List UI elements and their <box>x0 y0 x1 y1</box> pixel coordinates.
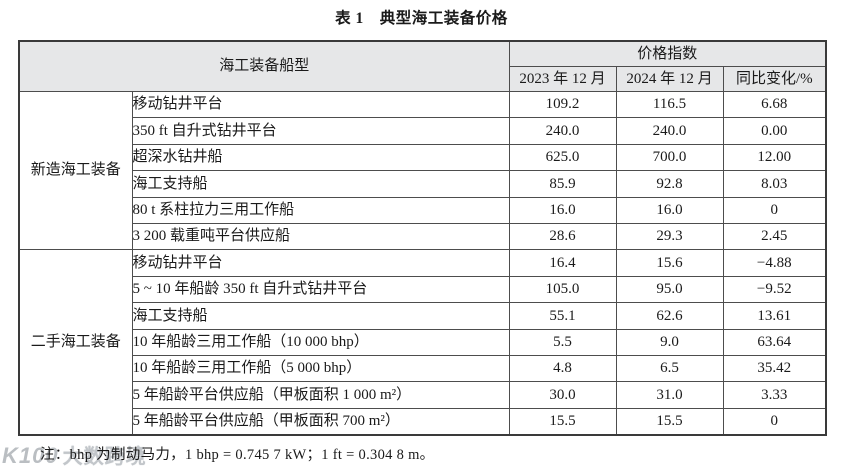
header-yoy-change: 同比变化/% <box>722 66 827 92</box>
ship-type-cell: 超深水钻井船 <box>131 143 510 172</box>
price-table: 海工装备船型 价格指数 2023 年 12 月 2024 年 12 月 同比变化… <box>18 40 828 437</box>
group-label: 新造海工装备 <box>18 90 133 251</box>
dec-2023-cell: 625.0 <box>508 143 617 172</box>
table-row: 超深水钻井船 625.0 700.0 12.00 <box>19 143 827 172</box>
yoy-change-cell: 2.45 <box>722 222 827 251</box>
dec-2023-cell: 15.5 <box>508 407 617 436</box>
table-row: 5 ~ 10 年船龄 350 ft 自升式钻井平台 105.0 95.0 −9.52 <box>19 275 827 304</box>
dec-2023-cell: 5.5 <box>508 328 617 356</box>
ship-type-cell: 350 ft 自升式钻井平台 <box>131 117 510 145</box>
dec-2023-cell: 105.0 <box>508 275 617 304</box>
yoy-change-cell: 6.68 <box>722 90 827 119</box>
dec-2023-cell: 30.0 <box>508 381 617 409</box>
yoy-change-cell: 0.00 <box>722 117 827 145</box>
dec-2023-cell: 55.1 <box>508 302 617 330</box>
dec-2023-cell: 16.4 <box>508 249 617 277</box>
dec-2023-cell: 4.8 <box>508 354 617 383</box>
table-row: 二手海工装备 移动钻井平台 16.4 15.6 −4.88 <box>18 249 827 436</box>
dec-2024-cell: 95.0 <box>615 275 724 304</box>
dec-2024-cell: 29.3 <box>615 222 724 251</box>
yoy-change-cell: 3.33 <box>722 381 827 409</box>
table-row: 5 年船龄平台供应船（甲板面积 1 000 m²） 30.0 31.0 3.33 <box>19 381 827 409</box>
dec-2024-cell: 31.0 <box>615 381 724 409</box>
table-note: 注：bhp 为制动马力，1 bhp = 0.745 7 kW；1 ft = 0.… <box>40 447 435 463</box>
yoy-change-cell: 13.61 <box>722 302 827 330</box>
dec-2024-cell: 15.6 <box>615 249 724 277</box>
ship-type-cell: 10 年船龄三用工作船（10 000 bhp） <box>131 328 510 356</box>
table-row: 350 ft 自升式钻井平台 240.0 240.0 0.00 <box>19 117 827 145</box>
table-body: 新造海工装备 移动钻井平台 109.2 116.5 6.68 350 ft 自升式钻井平台… <box>18 90 827 436</box>
dec-2024-cell: 15.5 <box>615 407 724 436</box>
dec-2023-cell: 85.9 <box>508 170 617 198</box>
ship-type-cell: 5 年船龄平台供应船（甲板面积 700 m²） <box>131 407 510 436</box>
table-row: 5 年船龄平台供应船（甲板面积 700 m²） 15.5 15.5 0 <box>19 407 827 436</box>
yoy-change-cell: −9.52 <box>722 275 827 304</box>
table-row: 10 年船龄三用工作船（5 000 bhp） 4.8 6.5 35.42 <box>19 354 827 383</box>
dec-2024-cell: 700.0 <box>615 143 724 172</box>
ship-type-cell: 80 t 系柱拉力三用工作船 <box>131 196 510 224</box>
ship-type-cell: 移动钻井平台 <box>131 249 510 277</box>
table-row: 海工支持船 85.9 92.8 8.03 <box>19 170 827 198</box>
group-label: 二手海工装备 <box>18 249 133 436</box>
table-header: 海工装备船型 价格指数 2023 年 12 月 2024 年 12 月 同比变化… <box>18 40 827 92</box>
dec-2024-cell: 16.0 <box>615 196 724 224</box>
table-row: 3 200 载重吨平台供应船 28.6 29.3 2.45 <box>19 222 827 251</box>
ship-type-cell: 海工支持船 <box>131 302 510 330</box>
yoy-change-cell: −4.88 <box>722 249 827 277</box>
dec-2023-cell: 28.6 <box>508 222 617 251</box>
ship-type-cell: 10 年船龄三用工作船（5 000 bhp） <box>131 354 510 383</box>
table-row: 80 t 系柱拉力三用工作船 16.0 16.0 0 <box>19 196 827 224</box>
yoy-change-cell: 35.42 <box>722 354 827 383</box>
dec-2024-cell: 62.6 <box>615 302 724 330</box>
table-row: 10 年船龄三用工作船（10 000 bhp） 5.5 9.0 63.64 <box>19 328 827 356</box>
yoy-change-cell: 63.64 <box>722 328 827 356</box>
yoy-change-cell: 8.03 <box>722 170 827 198</box>
yoy-change-cell: 0 <box>722 407 827 436</box>
dec-2024-cell: 9.0 <box>615 328 724 356</box>
ship-type-cell: 5 ~ 10 年船龄 350 ft 自升式钻井平台 <box>131 275 510 304</box>
ship-type-cell: 5 年船龄平台供应船（甲板面积 1 000 m²） <box>131 381 510 409</box>
dec-2024-cell: 6.5 <box>615 354 724 383</box>
dec-2023-cell: 109.2 <box>508 90 617 119</box>
yoy-change-cell: 0 <box>722 196 827 224</box>
header-dec-2023: 2023 年 12 月 <box>508 66 617 92</box>
dec-2024-cell: 116.5 <box>615 90 724 119</box>
dec-2023-cell: 16.0 <box>508 196 617 224</box>
header-price-index: 价格指数 <box>508 40 827 67</box>
yoy-change-cell: 12.00 <box>722 143 827 172</box>
header-ship-type: 海工装备船型 <box>18 40 510 92</box>
table-row: 海工支持船 55.1 62.6 13.61 <box>19 302 827 330</box>
dec-2024-cell: 240.0 <box>615 117 724 145</box>
ship-type-cell: 移动钻井平台 <box>131 90 510 119</box>
header-dec-2024: 2024 年 12 月 <box>615 66 724 92</box>
page-title: 表 1 典型海工装备价格 <box>335 10 508 27</box>
table-row: 新造海工装备 移动钻井平台 109.2 116.5 6.68 <box>18 90 827 251</box>
dec-2023-cell: 240.0 <box>508 117 617 145</box>
ship-type-cell: 3 200 载重吨平台供应船 <box>131 222 510 251</box>
dec-2024-cell: 92.8 <box>615 170 724 198</box>
ship-type-cell: 海工支持船 <box>131 170 510 198</box>
